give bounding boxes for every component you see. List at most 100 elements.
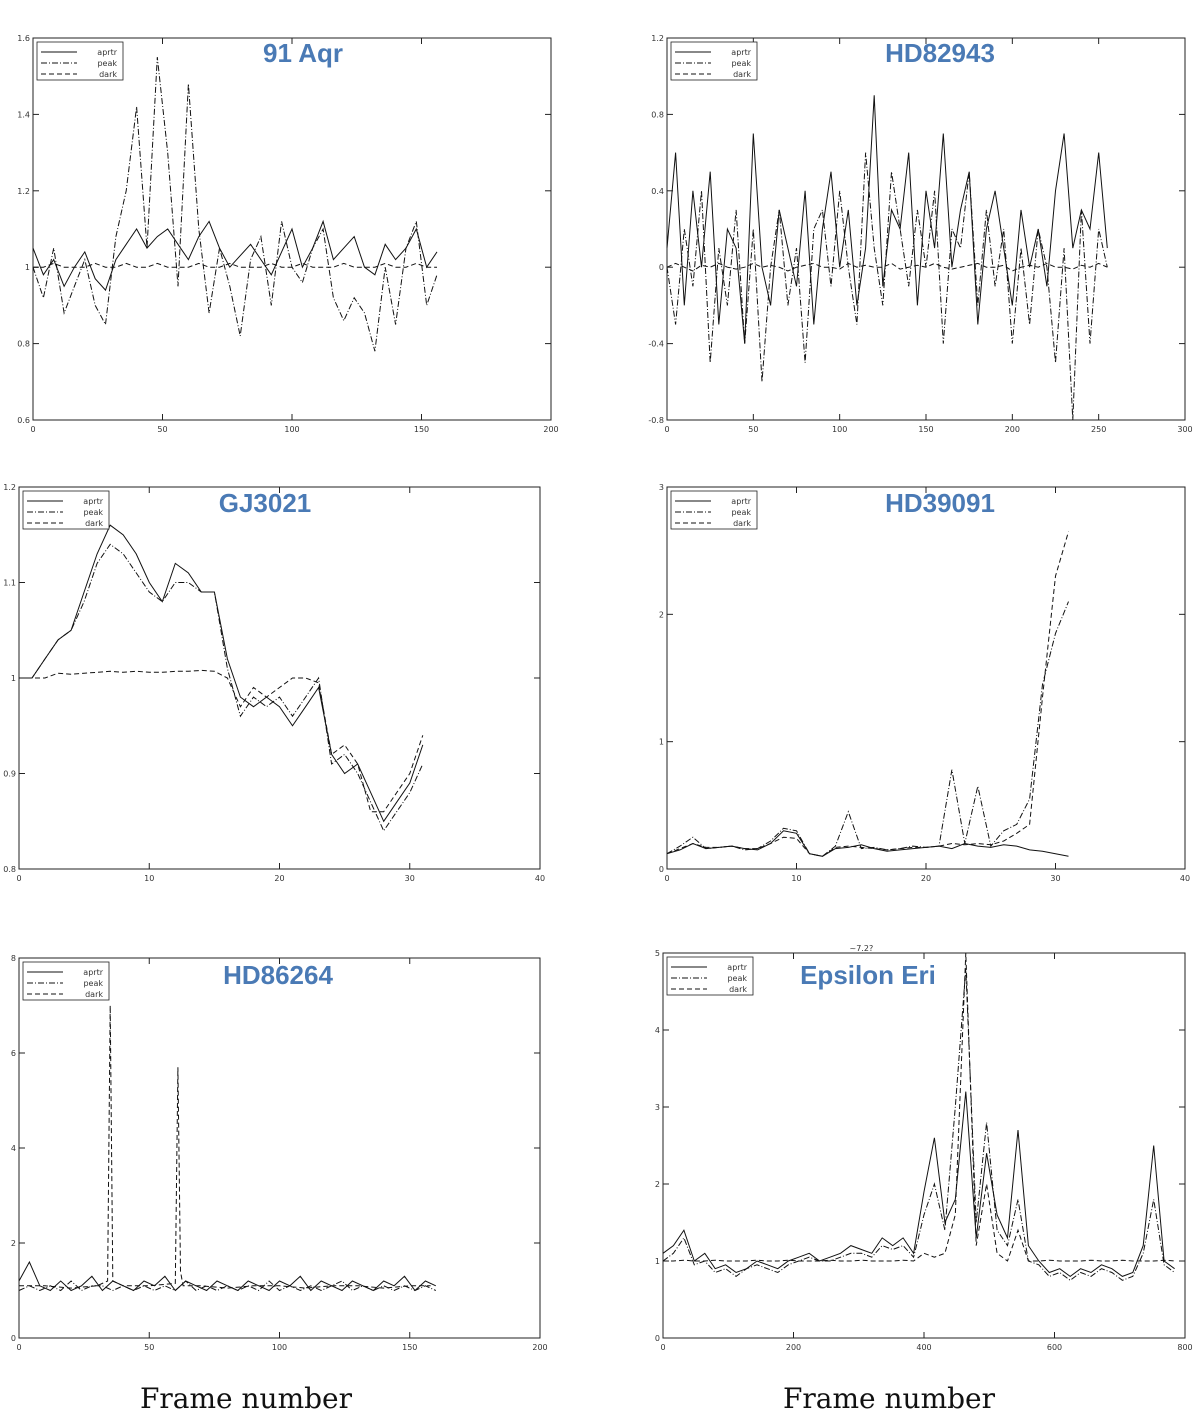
x-tick-label: 0 (660, 1343, 665, 1352)
chart-title: 91 Aqr (263, 38, 343, 68)
x-tick-label: 30 (1050, 874, 1060, 883)
y-tick-label: 1 (655, 1257, 660, 1266)
plot-frame (666, 486, 1186, 870)
x-tick-label: 20 (274, 874, 284, 883)
y-tick-label: 4 (11, 1144, 16, 1153)
legend-entry: aprtr (727, 963, 747, 972)
y-tick-label: 0.6 (17, 416, 30, 425)
legend-entry: aprtr (731, 497, 751, 506)
plot-frame (18, 486, 541, 870)
legend-entry: peak (83, 979, 103, 988)
x-tick-label: 10 (144, 874, 154, 883)
chart-title: HD39091 (885, 488, 995, 518)
y-tick-label: 1.2 (3, 483, 16, 492)
x-tick-label: 200 (786, 1343, 801, 1352)
y-tick-label: 2 (659, 610, 664, 619)
y-tick-label: 3 (655, 1103, 660, 1112)
x-tick-label: 300 (1177, 425, 1192, 434)
y-tick-label: 1.2 (17, 187, 30, 196)
x-tick-label: 40 (1180, 874, 1190, 883)
x-tick-label: 150 (402, 1343, 417, 1352)
y-tick-label: -0.4 (648, 340, 664, 349)
x-tick-label: 800 (1177, 1343, 1192, 1352)
x-tick-label: 0 (16, 874, 21, 883)
y-tick-label: 2 (655, 1180, 660, 1189)
y-tick-label: 4 (655, 1026, 660, 1035)
legend-entry: aprtr (83, 968, 103, 977)
series-line-aprtr (19, 524, 424, 823)
series-line-dark (33, 262, 437, 268)
legend-entry: aprtr (97, 48, 117, 57)
y-tick-label: 1 (659, 738, 664, 747)
x-tick-label: 100 (284, 425, 299, 434)
legend-entry: dark (733, 519, 751, 528)
y-tick-label: 1.4 (17, 110, 30, 119)
x-tick-label: 50 (144, 1343, 154, 1352)
x-tick-label: 150 (918, 425, 933, 434)
legend-entry: peak (97, 59, 117, 68)
y-tick-label: 1 (25, 263, 30, 272)
series-line-peak (32, 57, 438, 352)
plot-frame (18, 957, 541, 1339)
y-tick-label: 0.9 (3, 770, 16, 779)
chart-title: HD86264 (223, 960, 333, 990)
series-line-aprtr (666, 95, 1108, 344)
y-tick-label: 8 (11, 954, 16, 963)
x-tick-label: 100 (832, 425, 847, 434)
series-line-dark (19, 669, 424, 813)
series-line-peak (666, 601, 1069, 857)
series-line-dark (666, 531, 1069, 857)
legend-entry: dark (729, 985, 747, 994)
peak-annotation: ~7.2? (850, 944, 874, 953)
series-line-aprtr (662, 1091, 1175, 1278)
y-tick-label: 0 (659, 263, 664, 272)
legend-box (36, 41, 124, 81)
series-line-peak (662, 968, 1175, 1281)
x-tick-label: 150 (414, 425, 429, 434)
x-tick-label: 0 (664, 425, 669, 434)
series-line-aprtr (666, 830, 1069, 857)
series-line-peak (666, 152, 1108, 421)
y-tick-label: 0.4 (651, 187, 664, 196)
legend-box (22, 490, 110, 530)
legend-box (670, 41, 758, 81)
y-tick-label: 0.8 (651, 110, 664, 119)
legend-box (666, 956, 754, 996)
y-tick-label: 1.6 (17, 34, 30, 43)
plot-frame (662, 952, 1186, 1339)
x-tick-label: 50 (157, 425, 167, 434)
series-line-peak (18, 1280, 437, 1292)
chart-title: HD82943 (885, 38, 995, 68)
x-tick-label: 40 (535, 874, 545, 883)
x-tick-label: 50 (748, 425, 758, 434)
x-tick-label: 0 (30, 425, 35, 434)
y-tick-label: 6 (11, 1049, 16, 1058)
x-tick-label: 200 (1005, 425, 1020, 434)
legend-entry: peak (731, 508, 751, 517)
y-tick-label: 1.1 (3, 579, 16, 588)
chart-title: GJ3021 (218, 488, 312, 518)
x-tick-label: 0 (664, 874, 669, 883)
legend-entry: dark (85, 519, 103, 528)
legend-entry: dark (733, 70, 751, 79)
x-tick-label: 100 (272, 1343, 287, 1352)
legend-entry: aprtr (731, 48, 751, 57)
chart-title: Epsilon Eri (800, 960, 936, 990)
legend-entry: peak (731, 59, 751, 68)
y-tick-label: 0 (11, 1334, 16, 1343)
series-line-aprtr (18, 1260, 437, 1292)
x-axis-label-right: Frame number (782, 1382, 996, 1415)
x-tick-label: 400 (916, 1343, 931, 1352)
x-tick-label: 20 (921, 874, 931, 883)
y-tick-label: 1.2 (651, 34, 664, 43)
series-line-dark (19, 1005, 431, 1289)
plot-frame (666, 37, 1186, 421)
x-tick-label: 250 (1091, 425, 1106, 434)
y-tick-label: 0 (655, 1334, 660, 1343)
y-tick-label: 5 (655, 949, 660, 958)
x-tick-label: 200 (543, 425, 558, 434)
